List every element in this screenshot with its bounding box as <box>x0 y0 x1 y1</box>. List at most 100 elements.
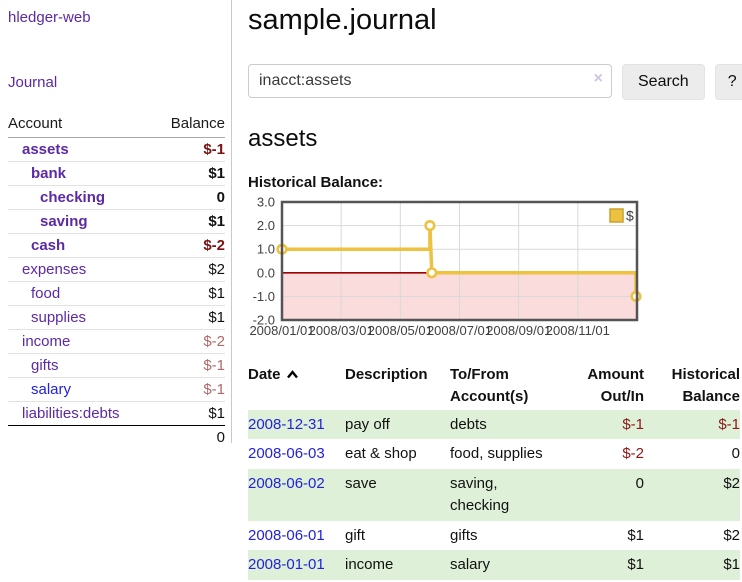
register-header-row: Date Description To/From Account(s) Amou… <box>248 362 740 410</box>
register-header-date[interactable]: Date <box>248 362 345 410</box>
svg-text:2008/07/01: 2008/07/01 <box>427 323 492 338</box>
account-link-gifts[interactable]: gifts <box>31 357 59 374</box>
account-balance: $1 <box>154 305 225 330</box>
account-balance: $1 <box>154 281 225 306</box>
register-balance-cell: $2 <box>723 526 740 544</box>
account-link-assets[interactable]: assets <box>22 141 69 158</box>
transaction-date-link[interactable]: 2008-06-01 <box>248 526 325 544</box>
register-row: 2008-01-01 income salary $1 $1 <box>248 550 740 580</box>
account-row: liabilities:debts $1 <box>8 402 225 426</box>
transaction-date-link[interactable]: 2008-06-03 <box>248 445 325 463</box>
register-table: Date Description To/From Account(s) Amou… <box>248 362 740 580</box>
account-title: assets <box>248 125 318 152</box>
register-description-cell: pay off <box>345 415 390 433</box>
svg-text:2008/03/01: 2008/03/01 <box>309 323 374 338</box>
register-header-amount: Amount Out/In <box>587 366 644 405</box>
account-link-bank[interactable]: bank <box>31 165 67 182</box>
clear-search-icon[interactable]: × <box>593 70 603 87</box>
account-row: checking 0 <box>8 185 225 210</box>
account-row: income $-2 <box>8 329 225 354</box>
nav-journal-link[interactable]: Journal <box>8 74 58 91</box>
search-form: × Search ? <box>248 64 742 100</box>
account-balance: $2 <box>154 257 225 282</box>
account-row: expenses $2 <box>8 257 225 282</box>
svg-text:2008/11/01: 2008/11/01 <box>546 323 610 338</box>
register-accounts-cell: salary <box>450 556 491 574</box>
brand-link[interactable]: hledger-web <box>8 9 91 26</box>
transaction-date-link[interactable]: 2008-01-01 <box>248 556 325 574</box>
account-balance: $-1 <box>154 353 225 378</box>
chart-section-label: Historical Balance: <box>248 174 384 191</box>
account-row: salary $-1 <box>8 377 225 402</box>
register-date-cell: 2008-06-01 <box>248 521 345 551</box>
svg-text:$: $ <box>626 208 634 224</box>
sort-asc-chevron-up-icon <box>286 370 298 379</box>
transaction-date-link[interactable]: 2008-12-31 <box>248 415 325 433</box>
account-name-cell: income <box>8 329 155 354</box>
svg-text:2.0: 2.0 <box>257 218 275 233</box>
accounts-header-account: Account <box>8 112 155 138</box>
register-date-cell: 2008-06-02 <box>248 469 345 521</box>
register-balance-cell: $2 <box>723 475 740 492</box>
register-date-cell: 2008-06-03 <box>248 439 345 469</box>
register-accounts-cell: gifts <box>450 526 478 544</box>
account-row: gifts $-1 <box>8 353 225 378</box>
account-link-food[interactable]: food <box>31 285 61 302</box>
account-balance: $-2 <box>154 329 225 354</box>
account-row: supplies $1 <box>8 305 225 330</box>
account-balance: $-2 <box>154 233 225 258</box>
account-link-saving[interactable]: saving <box>40 213 88 230</box>
register-date-cell: 2008-12-31 <box>248 410 345 440</box>
account-name-cell: food <box>8 281 155 306</box>
page-title: sample.journal <box>248 4 437 36</box>
account-link-income[interactable]: income <box>22 333 71 350</box>
account-balance: $1 <box>154 209 225 234</box>
account-balance: $1 <box>154 161 225 186</box>
search-input-wrap: × <box>248 64 612 100</box>
svg-text:2008/09/01: 2008/09/01 <box>486 323 551 338</box>
register-accounts-cell: saving, checking <box>450 475 510 514</box>
register-balance-cell: $-1 <box>718 415 740 433</box>
account-name-cell: checking <box>8 185 155 210</box>
account-balance: $-1 <box>154 377 225 402</box>
accounts-total-row: 0 <box>8 425 225 449</box>
register-amount-cell: $-1 <box>622 415 644 433</box>
account-row: food $1 <box>8 281 225 306</box>
account-link-supplies[interactable]: supplies <box>31 309 87 326</box>
svg-text:2008/01/01: 2008/01/01 <box>249 323 314 338</box>
register-description-cell: eat & shop <box>345 445 417 463</box>
accounts-header-row: Account Balance <box>8 112 225 138</box>
help-button[interactable]: ? <box>714 64 742 100</box>
register-accounts-cell: debts <box>450 415 487 433</box>
account-row: bank $1 <box>8 161 225 186</box>
account-link-salary[interactable]: salary <box>31 381 72 398</box>
transaction-date-link[interactable]: 2008-06-02 <box>248 475 325 492</box>
accounts-body: assets $-1 bank $1 checking 0 saving $1 cash $-2 e… <box>8 137 225 426</box>
account-name-cell: cash <box>8 233 155 258</box>
register-description-cell: save <box>345 475 377 492</box>
account-link-cash[interactable]: cash <box>31 237 66 254</box>
account-name-cell: saving <box>8 209 155 234</box>
account-name-cell: supplies <box>8 305 155 330</box>
account-link-expenses[interactable]: expenses <box>22 261 87 278</box>
register-row: 2008-12-31 pay off debts $-1 $-1 <box>248 409 740 440</box>
account-name-cell: liabilities:debts <box>8 402 154 426</box>
account-row: saving $1 <box>8 209 225 234</box>
account-name-cell: bank <box>8 161 155 186</box>
register-description-cell: income <box>345 556 394 574</box>
account-row: assets $-1 <box>8 137 225 162</box>
search-button[interactable]: Search <box>622 64 705 100</box>
account-balance: $-1 <box>154 137 225 162</box>
register-balance-cell: $1 <box>723 556 740 574</box>
account-link-liabilities:debts[interactable]: liabilities:debts <box>22 405 120 422</box>
accounts-total-spacer <box>8 425 155 449</box>
register-row: 2008-06-02 save saving, checking 0 $2 <box>248 469 740 521</box>
search-input[interactable] <box>248 64 612 98</box>
account-balance: $1 <box>208 405 225 422</box>
register-amount-cell: $-2 <box>622 445 644 463</box>
account-link-checking[interactable]: checking <box>40 189 106 206</box>
svg-text:0.0: 0.0 <box>257 265 275 280</box>
chart-canvas: $3.0 2.0 1.0 0.0 -1.0 -2.02008/01/012008/03/0… <box>249 195 642 338</box>
register-body: 2008-12-31 pay off debts $-1 $-1 2008-06-03 ea… <box>248 409 740 580</box>
account-name-cell: assets <box>8 137 155 162</box>
